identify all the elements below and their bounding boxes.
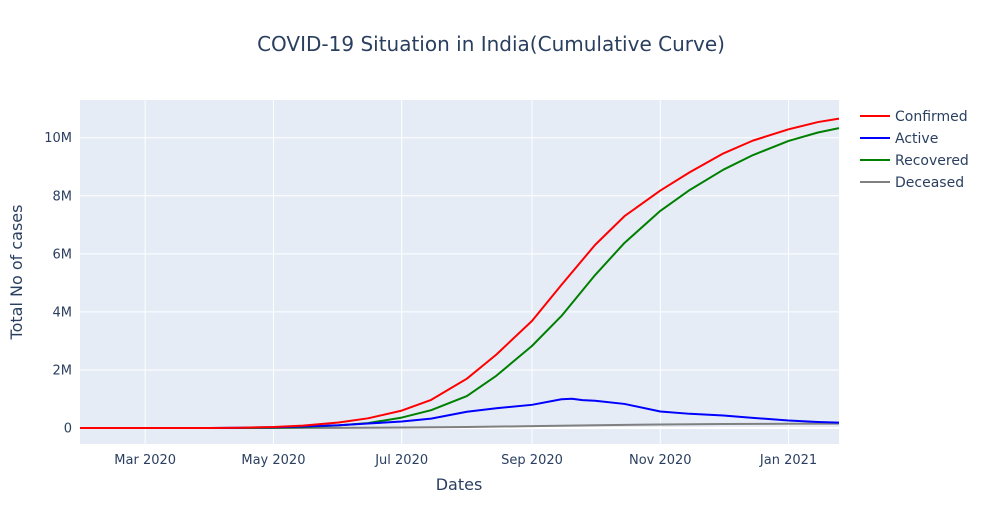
x-tick-label: Nov 2020 [629,453,692,468]
y-axis-title: Total No of cases [7,205,26,341]
x-tick-labels: Mar 2020 May 2020 Jul 2020 Sep 2020 Nov 2020… [114,453,817,468]
x-tick-label: May 2020 [241,453,305,468]
y-tick-label: 8M [53,189,73,204]
plot-area [80,100,839,444]
y-tick-label: 6M [53,247,73,262]
legend-label: Confirmed [895,109,968,125]
x-tick-label: Jul 2020 [374,453,428,468]
series-layer [80,117,840,430]
legend-item-deceased[interactable]: Deceased [860,175,964,191]
legend-item-confirmed[interactable]: Confirmed [860,109,968,125]
x-tick-label: Sep 2020 [501,453,563,468]
legend-label: Active [895,131,938,147]
y-tick-label: 0 [64,422,72,437]
y-tick-label: 10M [44,131,72,146]
legend-label: Recovered [895,153,969,169]
y-tick-label: 4M [53,305,73,320]
legend[interactable]: Confirmed Active Recovered Deceased [860,109,969,191]
series-line-confirmed [80,117,840,430]
legend-item-active[interactable]: Active [860,131,938,147]
legend-item-recovered[interactable]: Recovered [860,153,969,169]
x-axis-title: Dates [436,475,483,494]
y-tick-label: 2M [53,363,73,378]
y-tick-labels: 0 2M 4M 6M 8M 10M [44,131,72,436]
legend-label: Deceased [895,175,964,191]
chart-title: COVID-19 Situation in India(Cumulative C… [257,32,725,56]
x-tick-label: Jan 2021 [759,453,817,468]
x-tick-label: Mar 2020 [114,453,176,468]
